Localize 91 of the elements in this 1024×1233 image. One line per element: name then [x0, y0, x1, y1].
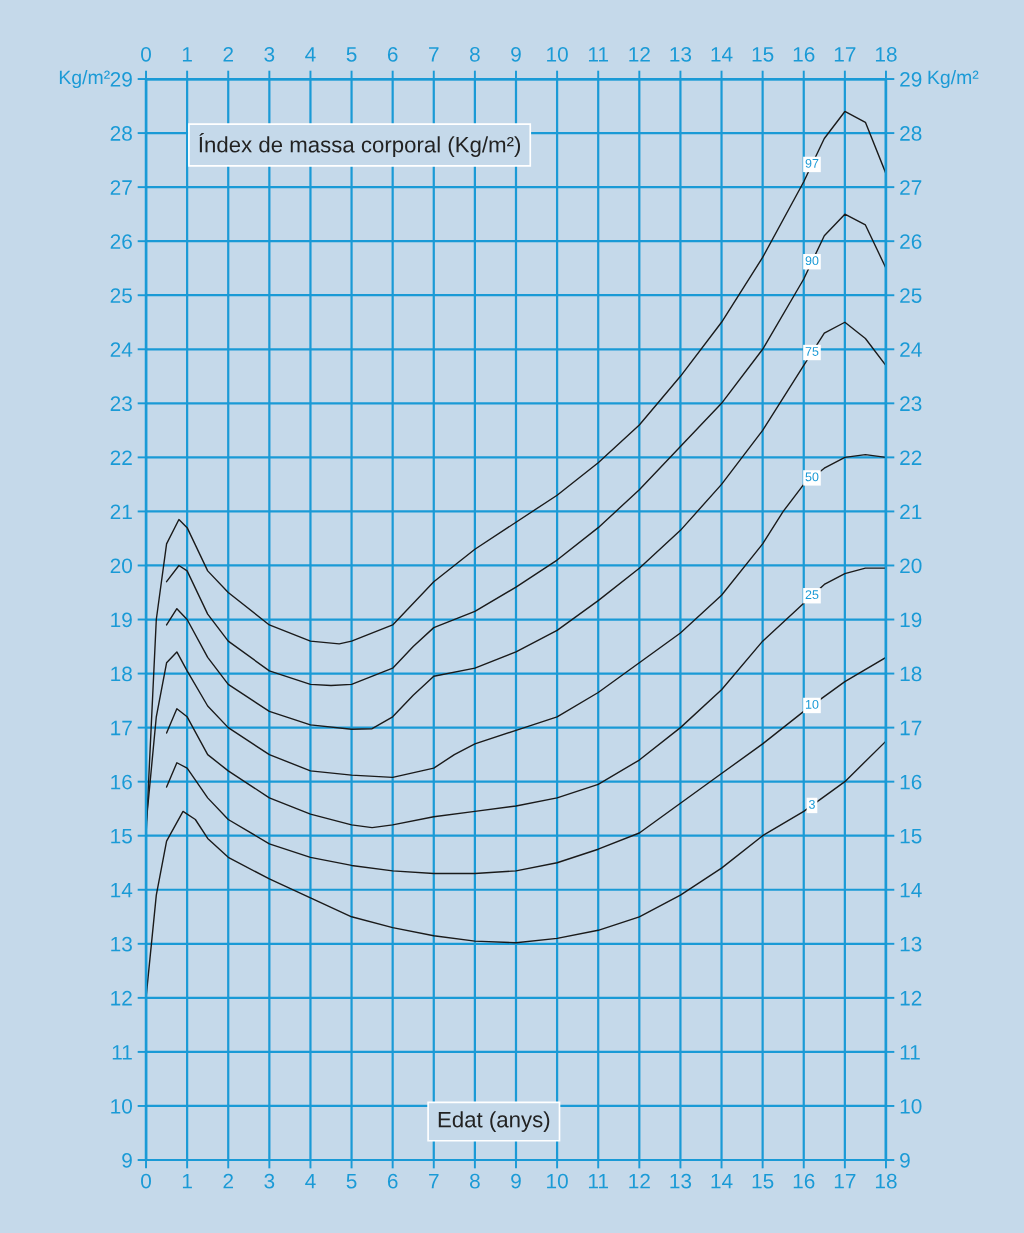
series-label: 50: [805, 472, 819, 482]
x2-tick-label: 16: [793, 46, 815, 62]
x2-tick-label: 7: [429, 47, 439, 62]
x2-tick-label: 18: [875, 46, 897, 62]
y2-tick-label: 13: [900, 936, 922, 952]
x-tick-label: 2: [223, 1173, 233, 1189]
x-tick-label: 12: [629, 1173, 650, 1189]
y2-axis-title: Kg/m²: [928, 69, 979, 89]
y2-tick-label: 14: [900, 882, 922, 898]
series-label: 25: [805, 590, 819, 600]
x-tick-label: 10: [547, 1173, 568, 1189]
y-tick-label: 13: [111, 936, 132, 952]
x2-tick-label: 1: [182, 47, 192, 62]
x-tick-label: 6: [387, 1173, 398, 1189]
y2-tick-label: 29: [900, 72, 922, 87]
y-tick-label: 19: [111, 612, 132, 628]
x2-tick-label: 17: [834, 47, 856, 62]
x-tick-label: 5: [346, 1173, 357, 1189]
y2-tick-label: 11: [900, 1045, 920, 1060]
y-tick-label: 27: [110, 180, 132, 195]
y-tick-label: 20: [110, 558, 133, 574]
y-tick-label: 17: [111, 720, 132, 736]
y2-tick-label: 12: [900, 990, 922, 1006]
y-tick-label: 23: [110, 396, 132, 412]
y-tick-label: 18: [111, 666, 132, 682]
x-axis-title: Edat (anys): [438, 1111, 550, 1132]
y2-tick-label: 21: [900, 504, 922, 519]
y2-tick-label: 16: [900, 774, 922, 790]
x2-tick-label: 12: [629, 46, 650, 62]
y-tick-label: 15: [111, 828, 132, 844]
y-tick-label: 28: [110, 126, 132, 141]
x2-tick-label: 11: [588, 47, 609, 62]
x2-tick-label: 2: [223, 46, 233, 62]
y-tick-label: 24: [110, 342, 133, 357]
y-tick-label: 25: [110, 288, 132, 303]
x2-tick-label: 14: [711, 47, 733, 62]
x-tick-label: 9: [511, 1173, 521, 1189]
y2-tick-label: 19: [900, 612, 922, 628]
y-tick-label: 11: [112, 1045, 132, 1060]
text: Índex de massa corporal (Kg/m²): [199, 133, 521, 157]
series-label: 97: [805, 158, 819, 168]
x-tick-label: 4: [305, 1173, 316, 1189]
y2-tick-label: 18: [900, 666, 922, 682]
x-tick-label: 11: [588, 1173, 609, 1189]
y2-tick-label: 23: [900, 396, 922, 412]
y2-tick-label: 28: [900, 126, 922, 141]
x2-tick-label: 4: [305, 47, 316, 62]
y-tick-label: 14: [111, 882, 133, 898]
series-label: 10: [805, 699, 819, 709]
x2-tick-label: 6: [387, 46, 398, 62]
y2-tick-label: 26: [900, 234, 922, 249]
x-tick-label: 13: [670, 1173, 692, 1189]
x-tick-label: 15: [752, 1173, 774, 1189]
x-tick-label: 8: [470, 1173, 480, 1189]
x2-tick-label: 8: [470, 46, 480, 62]
y2-tick-label: 9: [900, 1153, 910, 1168]
y-axis-title: Kg/m²: [59, 69, 110, 89]
y2-tick-label: 15: [900, 828, 922, 844]
x-tick-label: 14: [711, 1173, 733, 1189]
y-tick-label: 12: [111, 990, 132, 1006]
series-label: 75: [805, 347, 819, 356]
y2-tick-label: 17: [900, 720, 922, 736]
series-label: 3: [808, 799, 815, 809]
x-tick-label: 0: [141, 1173, 151, 1189]
y2-tick-label: 10: [900, 1098, 922, 1114]
x2-tick-label: 5: [346, 47, 357, 62]
y-tick-label: 29: [110, 72, 132, 87]
y2-tick-label: 27: [900, 180, 922, 195]
x2-tick-label: 15: [752, 47, 774, 62]
x-tick-label: 18: [875, 1173, 897, 1189]
x2-tick-label: 10: [547, 46, 568, 62]
y2-tick-label: 22: [900, 450, 922, 465]
y-tick-label: 22: [110, 450, 132, 465]
x-tick-label: 1: [182, 1173, 192, 1189]
y-tick-label: 9: [122, 1153, 132, 1168]
x-tick-label: 17: [834, 1173, 856, 1189]
x2-tick-label: 9: [511, 46, 521, 62]
y-tick-label: 16: [111, 774, 132, 790]
x-tick-label: 3: [264, 1173, 275, 1189]
x-tick-label: 16: [793, 1173, 815, 1189]
x2-tick-label: 3: [264, 46, 275, 62]
y-tick-label: 26: [110, 234, 132, 249]
series-label: 90: [805, 256, 819, 266]
x-tick-label: 7: [429, 1173, 439, 1189]
x2-tick-label: 13: [670, 46, 692, 62]
x2-tick-label: 0: [141, 46, 151, 62]
y-tick-label: 21: [110, 504, 132, 519]
y2-tick-label: 20: [900, 558, 922, 574]
y2-tick-label: 25: [900, 288, 922, 303]
y2-tick-label: 24: [900, 342, 922, 357]
y-tick-label: 10: [111, 1098, 133, 1114]
